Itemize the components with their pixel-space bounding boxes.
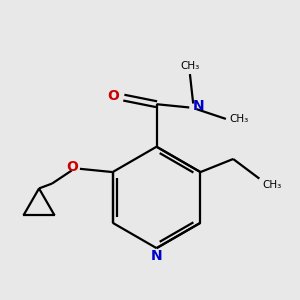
- Text: O: O: [107, 89, 119, 103]
- Text: N: N: [151, 250, 162, 263]
- Text: CH₃: CH₃: [229, 114, 248, 124]
- Text: CH₃: CH₃: [262, 180, 282, 190]
- Text: N: N: [193, 99, 204, 113]
- Text: O: O: [66, 160, 78, 174]
- Text: CH₃: CH₃: [180, 61, 200, 71]
